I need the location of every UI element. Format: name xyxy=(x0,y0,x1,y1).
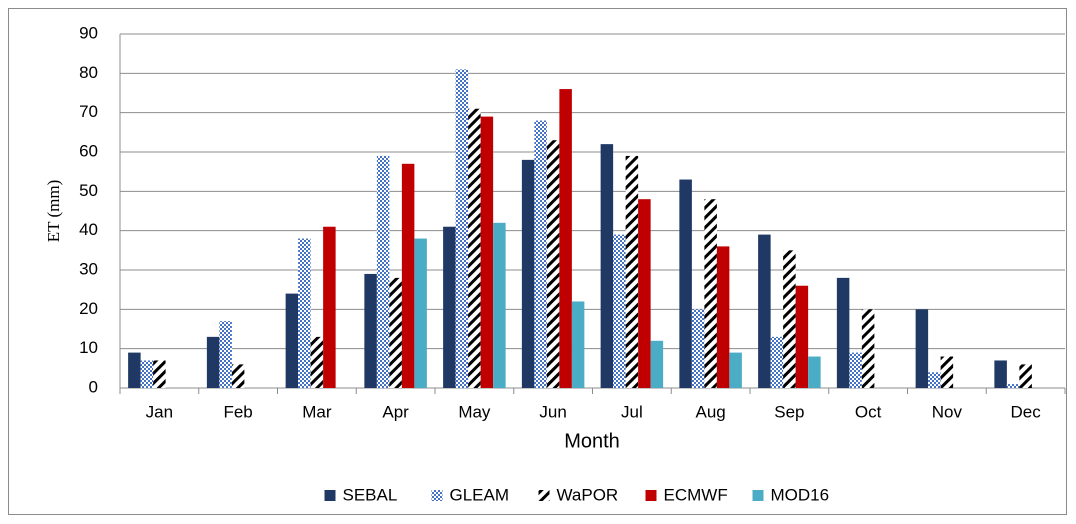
bar xyxy=(1006,384,1020,388)
legend-label: SEBAL xyxy=(343,485,398,504)
bar xyxy=(493,222,506,388)
bar xyxy=(468,108,481,388)
bar xyxy=(323,226,336,388)
bar xyxy=(310,336,324,388)
y-tick-label: 0 xyxy=(89,377,98,396)
bar xyxy=(443,226,456,388)
bar xyxy=(559,89,572,389)
legend-label: WaPOR xyxy=(557,485,619,504)
bar xyxy=(376,155,390,388)
bar xyxy=(153,360,166,388)
bar xyxy=(219,321,232,388)
bar xyxy=(795,285,809,388)
legend-swatch xyxy=(538,490,550,501)
x-tick-label: Jan xyxy=(146,402,173,421)
bar xyxy=(613,234,626,388)
y-axis-title: ET (mm) xyxy=(44,180,63,242)
bar xyxy=(940,356,954,388)
x-tick-label: Feb xyxy=(223,402,252,421)
bar xyxy=(770,336,784,388)
legend-swatch xyxy=(645,490,657,501)
bar xyxy=(836,277,850,388)
x-axis-title: Month xyxy=(564,430,620,452)
x-tick-label: Jul xyxy=(621,402,643,421)
legend-swatch xyxy=(431,490,443,501)
x-tick-label: Mar xyxy=(302,402,332,421)
bar xyxy=(849,352,862,388)
bar xyxy=(389,277,402,388)
bar xyxy=(994,360,1007,388)
bar xyxy=(915,309,929,388)
legend-label: GLEAM xyxy=(450,485,510,504)
bar xyxy=(571,301,585,388)
bar xyxy=(414,238,427,388)
bar xyxy=(285,293,299,388)
bar xyxy=(455,69,469,389)
y-tick-label: 80 xyxy=(79,63,98,82)
bar xyxy=(480,116,494,388)
bar xyxy=(364,273,377,388)
bar xyxy=(679,179,692,388)
x-tick-label: May xyxy=(458,402,491,421)
bar xyxy=(1019,364,1032,388)
bar xyxy=(691,309,705,388)
bar xyxy=(625,155,639,388)
bar xyxy=(861,309,875,388)
bar xyxy=(600,144,614,388)
y-tick-label: 60 xyxy=(79,141,98,160)
bar xyxy=(140,360,154,388)
y-tick-label: 10 xyxy=(79,338,98,357)
x-tick-label: Nov xyxy=(932,402,963,421)
bar xyxy=(716,246,730,388)
bar xyxy=(298,238,311,388)
bar xyxy=(783,250,796,388)
x-tick-label: Dec xyxy=(1011,402,1042,421)
bar xyxy=(704,199,717,388)
bar xyxy=(128,352,141,388)
bar xyxy=(638,199,651,388)
x-tick-label: Apr xyxy=(382,402,409,421)
bar xyxy=(928,372,941,388)
bar xyxy=(521,159,535,388)
bar xyxy=(808,356,821,388)
x-tick-label: Jun xyxy=(539,402,566,421)
bar xyxy=(729,352,742,388)
legend-swatch xyxy=(324,490,336,501)
bar xyxy=(650,340,664,388)
legend-swatch xyxy=(752,490,764,501)
y-tick-label: 40 xyxy=(79,220,98,239)
x-tick-label: Aug xyxy=(696,402,726,421)
bar xyxy=(206,336,220,388)
y-tick-label: 50 xyxy=(79,181,98,200)
x-tick-label: Oct xyxy=(855,402,882,421)
bar xyxy=(231,364,245,388)
legend-label: MOD16 xyxy=(771,485,830,504)
bar xyxy=(534,120,547,389)
y-tick-label: 70 xyxy=(79,102,98,121)
y-tick-label: 30 xyxy=(79,259,98,278)
bar xyxy=(546,140,560,388)
x-tick-label: Sep xyxy=(774,402,804,421)
bar xyxy=(758,234,771,388)
y-tick-label: 20 xyxy=(79,299,98,318)
bar xyxy=(401,163,415,388)
y-tick-label: 90 xyxy=(79,23,98,42)
legend-label: ECMWF xyxy=(664,485,728,504)
